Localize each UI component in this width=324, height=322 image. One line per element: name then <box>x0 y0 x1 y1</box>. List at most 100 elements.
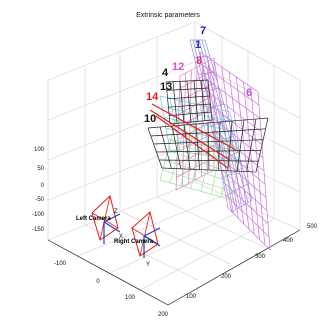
plane-labels: 7 1 12 8 6 4 13 14 10 <box>144 25 252 125</box>
camera-right: Right Camera Y <box>114 211 161 268</box>
plane-grid-line <box>168 103 211 108</box>
plane-label: 8 <box>196 55 202 67</box>
plane-grid-line <box>215 135 234 144</box>
plane-grid-line <box>179 57 215 77</box>
camera-axis-label: Y <box>146 262 150 268</box>
plane-grid-line <box>225 194 270 238</box>
camera-label: Left Camera <box>76 216 111 222</box>
x-tick: 0 <box>96 279 100 285</box>
plane-label: 7 <box>200 25 206 37</box>
plane-grid-line <box>147 127 163 169</box>
plane-grid-line <box>161 167 257 173</box>
plane-grid-line <box>165 159 235 184</box>
plane-grid-line <box>202 87 220 92</box>
plane-grid-line <box>194 55 210 58</box>
plane-edge-line <box>155 115 229 169</box>
plane-grid-line <box>231 199 253 213</box>
plane-edge-line <box>151 103 237 151</box>
plane-grid-line <box>207 79 213 121</box>
plane-grid-line <box>200 80 206 121</box>
plane-grid-line <box>186 80 192 123</box>
plane-grid-line <box>147 117 269 129</box>
plane-grid-line <box>162 169 234 193</box>
camera-label: Right Camera <box>114 239 154 245</box>
plane-grid-line <box>179 70 215 89</box>
plane-grid-line <box>156 150 261 153</box>
plane-label: 4 <box>162 67 169 79</box>
z-tick: -50 <box>35 197 44 203</box>
plane-edge-line <box>149 109 231 161</box>
z-tick: 50 <box>37 166 44 172</box>
x-tick: -100 <box>54 261 67 267</box>
plane-grid-line <box>199 51 259 93</box>
plane-grid-line <box>218 121 221 171</box>
plane-grid-line <box>163 117 235 132</box>
plane-grid-line <box>173 129 239 159</box>
plane-grid-line <box>167 138 239 151</box>
x-axis-ticks: -100 0 100 200 <box>54 261 169 318</box>
plane-grid-line <box>169 111 212 116</box>
calibration-planes <box>147 39 271 251</box>
plane-grid-line <box>219 109 231 159</box>
plane-grid-line <box>218 155 267 198</box>
plane-grid-line <box>216 142 266 185</box>
x-tick: 200 <box>158 312 169 318</box>
plane-grid-line <box>172 81 178 124</box>
plane-grid-line <box>229 111 241 161</box>
plane-grid-line <box>165 79 209 83</box>
plane-grid-line <box>209 103 263 145</box>
z-tick: 100 <box>34 147 45 153</box>
plane-grid-line <box>179 81 185 123</box>
plane-grid-line <box>165 128 237 142</box>
plane-grid-line <box>167 95 210 100</box>
plane-grid-line <box>227 183 248 196</box>
plane-grid-line <box>169 119 213 125</box>
plane-grid-line <box>200 63 204 177</box>
plane-grid-line <box>153 139 264 145</box>
plane-grid-line <box>178 82 215 102</box>
plane-grid-line <box>227 120 233 171</box>
plane-grid-line <box>171 125 182 169</box>
plane-label: 1 <box>195 39 201 51</box>
plane-grid-line <box>175 75 181 191</box>
plane-grid-line <box>166 87 209 91</box>
plane-grid-line <box>206 90 262 132</box>
z-tick: -150 <box>32 227 45 233</box>
plane-grid-line <box>176 144 215 165</box>
plane-grid-line <box>202 64 260 106</box>
plane-grid-line <box>150 128 266 137</box>
plane-grid-line <box>223 181 269 224</box>
plane-grid-line <box>236 119 245 172</box>
plane-grid-line <box>220 168 268 211</box>
axes-box <box>47 21 301 306</box>
chart-title: Extrinsic parameters <box>136 12 200 19</box>
y-tick: 300 <box>255 254 266 260</box>
camera-axis-label: X <box>119 234 123 240</box>
plane-grid-line <box>159 179 233 201</box>
plane-label: 12 <box>172 61 184 73</box>
z-tick: -100 <box>32 212 45 218</box>
plane-label: 13 <box>160 81 172 93</box>
plane-label: 6 <box>246 87 252 99</box>
y-axis-ticks: 100 200 300 400 500 <box>186 224 318 300</box>
y-tick: 200 <box>221 274 232 280</box>
y-tick: 100 <box>186 294 197 300</box>
z-tick: 0 <box>41 183 45 189</box>
y-tick: 400 <box>283 238 294 244</box>
plane-label: 10 <box>144 113 156 125</box>
plane-grid-line <box>165 81 171 125</box>
plane-grid-line <box>179 100 191 153</box>
plane-grid-line <box>255 117 269 173</box>
y-tick: 500 <box>307 224 318 230</box>
camera-left: Left Camera Z X <box>76 195 123 244</box>
plane-grid-line <box>193 80 199 122</box>
plane-grid-line <box>227 207 271 251</box>
plane-label: 14 <box>146 91 159 103</box>
z-axis-ticks: 100 50 0 -50 -100 -150 <box>32 147 45 233</box>
plane-grid-line <box>159 159 259 162</box>
camera-axis-label: Z <box>114 209 118 215</box>
plane-grid-line <box>246 118 257 172</box>
plane-grid-line <box>170 139 238 167</box>
plane-grid-line <box>198 71 215 75</box>
